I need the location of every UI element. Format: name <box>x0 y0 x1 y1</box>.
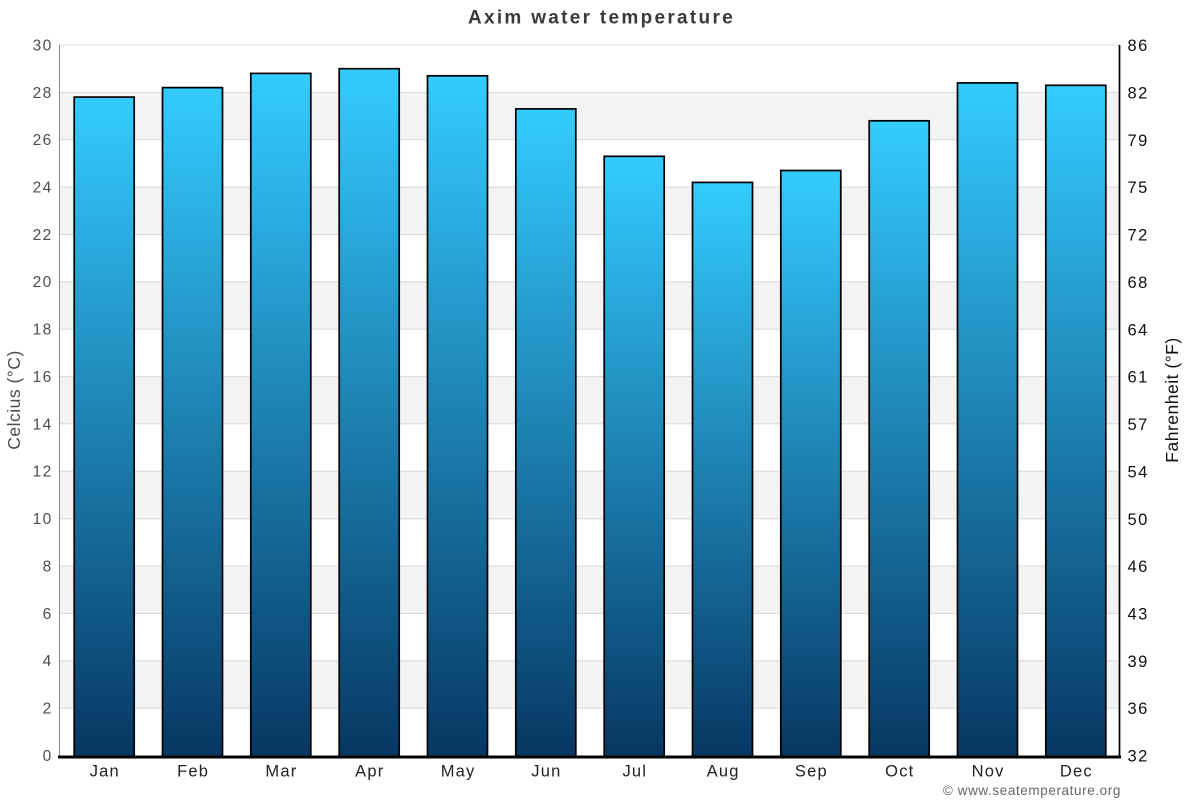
svg-text:54: 54 <box>1128 463 1149 481</box>
svg-text:57: 57 <box>1128 416 1149 434</box>
svg-text:64: 64 <box>1128 321 1149 339</box>
svg-text:Apr: Apr <box>355 763 384 781</box>
svg-text:75: 75 <box>1128 179 1149 197</box>
svg-text:24: 24 <box>33 180 53 197</box>
svg-text:46: 46 <box>1128 558 1149 576</box>
svg-text:22: 22 <box>33 227 53 244</box>
svg-text:Nov: Nov <box>972 763 1005 781</box>
svg-text:26: 26 <box>33 132 53 149</box>
svg-text:36: 36 <box>1128 700 1149 718</box>
svg-text:Feb: Feb <box>177 763 209 781</box>
svg-text:32: 32 <box>1128 748 1149 766</box>
svg-text:72: 72 <box>1128 227 1149 245</box>
svg-text:20: 20 <box>33 274 53 291</box>
svg-text:50: 50 <box>1128 511 1149 529</box>
svg-text:43: 43 <box>1128 606 1149 624</box>
svg-text:Fahrenheit (°F): Fahrenheit (°F) <box>1162 337 1182 462</box>
svg-text:30: 30 <box>33 37 53 54</box>
svg-text:4: 4 <box>43 653 53 670</box>
svg-text:© www.seatemperature.org: © www.seatemperature.org <box>943 783 1121 798</box>
svg-text:39: 39 <box>1128 653 1149 671</box>
svg-text:18: 18 <box>33 322 53 339</box>
svg-text:Axim water temperature: Axim water temperature <box>468 8 735 29</box>
svg-text:Aug: Aug <box>707 763 740 781</box>
svg-text:Jul: Jul <box>622 763 647 781</box>
svg-text:82: 82 <box>1128 85 1149 103</box>
svg-text:Jun: Jun <box>531 763 561 781</box>
svg-text:0: 0 <box>43 748 53 765</box>
svg-text:79: 79 <box>1128 132 1149 150</box>
svg-text:Dec: Dec <box>1060 763 1093 781</box>
svg-text:12: 12 <box>33 464 53 481</box>
svg-text:28: 28 <box>33 85 53 102</box>
svg-text:61: 61 <box>1128 369 1149 387</box>
svg-text:2: 2 <box>43 701 53 718</box>
svg-text:16: 16 <box>33 369 53 386</box>
svg-text:Mar: Mar <box>265 763 297 781</box>
svg-text:68: 68 <box>1128 274 1149 292</box>
svg-text:86: 86 <box>1128 37 1149 55</box>
svg-text:Celcius (°C): Celcius (°C) <box>4 350 24 450</box>
svg-text:Oct: Oct <box>885 763 914 781</box>
svg-text:14: 14 <box>33 416 53 433</box>
svg-text:Jan: Jan <box>90 763 120 781</box>
svg-text:10: 10 <box>33 511 53 528</box>
svg-text:6: 6 <box>43 606 53 623</box>
svg-text:8: 8 <box>43 558 53 575</box>
svg-text:Sep: Sep <box>795 763 828 781</box>
svg-text:May: May <box>441 763 476 781</box>
